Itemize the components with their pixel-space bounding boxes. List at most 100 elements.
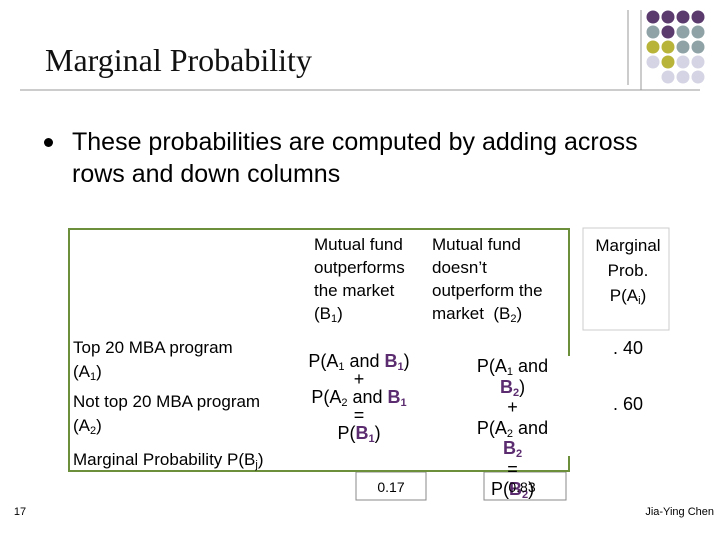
rich-text: Marginal Prob. P(Ai)	[588, 233, 668, 308]
slide-title: Marginal Probability	[45, 42, 312, 78]
text-run: Mutual fund	[314, 235, 403, 254]
text-line: +	[455, 397, 570, 418]
deco-dot	[661, 25, 675, 39]
text-run: )	[96, 416, 102, 435]
text-line: P(Ai)	[588, 283, 668, 308]
text-run: +	[507, 397, 518, 417]
text-run: (B	[314, 304, 331, 323]
highlight-subscript: 1	[368, 433, 375, 445]
deco-dot	[691, 40, 705, 54]
text-run: P(	[337, 423, 356, 443]
text-run: P(A	[476, 417, 507, 438]
text-run: and	[347, 387, 388, 407]
deco-dot	[676, 70, 690, 84]
text-line: Top 20 MBA program	[73, 336, 233, 360]
text-run: and	[344, 351, 385, 371]
text-line: Mutual fund	[432, 233, 543, 256]
text-run: )	[374, 423, 381, 443]
text-run: P(A	[476, 356, 507, 376]
deco-dot	[691, 25, 705, 39]
text-line: =	[455, 459, 570, 480]
deco-dot	[646, 10, 660, 24]
highlight-subscript: 2	[515, 448, 523, 460]
highlight: B	[502, 438, 516, 458]
text-line: Marginal	[588, 233, 668, 258]
subscript: i	[638, 295, 641, 307]
text-run: outperforms	[314, 258, 405, 277]
bullet-dot	[44, 138, 53, 147]
rich-text: Mutual fund doesn’t outperform the market (…	[432, 233, 543, 325]
text-run: Top 20 MBA program	[73, 338, 233, 357]
text-line: (B1)	[314, 302, 405, 325]
text-run: )	[519, 376, 526, 397]
text-run: outperform the	[432, 281, 543, 300]
rich-text: P(A1 and B1) + P(A2 and B1 = P(B1)	[303, 352, 415, 460]
row-marginal: . 60	[612, 394, 644, 414]
text-line: P(B1)	[303, 423, 415, 445]
highlight-subscript: 1	[397, 361, 404, 373]
rich-text: P(A1 and B2) + P(A2 and B2 = P(B2)	[455, 356, 570, 501]
rich-text: Not top 20 MBA program (A2)	[73, 390, 260, 438]
column-marginal: 0.17	[377, 479, 405, 495]
author: Jia-Ying Chen	[645, 506, 714, 518]
marginal-header-box	[582, 227, 670, 331]
deco-dot	[691, 55, 705, 69]
rich-text: Marginal Probability P(Bj)	[73, 448, 263, 472]
text-run: )	[403, 351, 410, 371]
row-marginal: . 40	[612, 338, 644, 358]
highlight: B	[387, 387, 401, 407]
text-run: market (B	[432, 304, 511, 323]
text-run: Marginal Probability P(B	[73, 450, 256, 469]
text-run: P(	[490, 479, 509, 499]
deco-dot	[661, 70, 675, 84]
text-line: P(A1 and B1)	[303, 351, 415, 373]
text-line: Marginal Probability P(Bj)	[73, 448, 263, 472]
text-run: =	[353, 405, 365, 425]
deco-dot	[646, 55, 660, 69]
deco-dot	[676, 40, 690, 54]
deco-dot	[676, 55, 690, 69]
subscript: 1	[506, 366, 514, 378]
text-line: (A1)	[73, 360, 233, 384]
deco-dot	[646, 40, 660, 54]
text-run: )	[640, 286, 647, 305]
text-run: and	[513, 356, 549, 376]
text-line: market (B2)	[432, 302, 543, 325]
text-run: +	[353, 369, 365, 389]
text-run: Not top 20 MBA program	[73, 392, 261, 411]
text-line: P(B2)	[455, 479, 570, 501]
text-line: P(A2 and	[455, 417, 570, 440]
text-line: +	[303, 370, 415, 388]
subscript: 1	[90, 371, 97, 383]
text-line: B2	[455, 438, 570, 460]
rich-text: Top 20 MBA program (A1)	[73, 336, 233, 384]
text-run: (A	[73, 416, 90, 435]
text-run: )	[257, 450, 264, 469]
table-frame	[68, 228, 570, 472]
subscript: 2	[90, 425, 97, 437]
highlight-subscript: 2	[521, 489, 529, 501]
text-run: the market	[314, 281, 395, 300]
text-line: P(A1 and	[455, 356, 570, 378]
text-run: and	[513, 417, 549, 438]
text-run: =	[507, 458, 518, 479]
text-line: outperform the	[432, 279, 543, 302]
text-run: )	[337, 304, 343, 323]
deco-dot	[676, 10, 690, 24]
subscript: 2	[341, 397, 348, 409]
deco-dot	[691, 70, 705, 84]
total-box	[355, 471, 427, 501]
deco-dot	[661, 10, 675, 24]
highlight: B	[384, 351, 398, 371]
text-line: P(A2 and B1	[303, 387, 415, 409]
deco-dot	[691, 10, 705, 24]
text-run: doesn’t	[432, 258, 487, 277]
deco-dot	[646, 25, 660, 39]
text-line: Prob.	[588, 258, 668, 283]
column-marginal: 0.83	[508, 479, 536, 495]
highlight: B	[508, 479, 522, 499]
highlight-subscript: 2	[512, 386, 520, 399]
text-run: )	[528, 479, 535, 499]
